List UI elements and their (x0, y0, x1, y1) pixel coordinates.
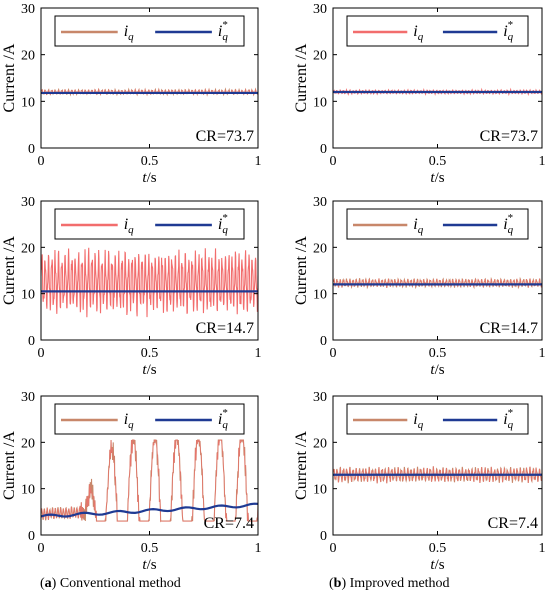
x-tick-label: 0.5 (429, 346, 447, 361)
y-tick-label: 10 (313, 483, 327, 498)
legend: iq iq* (346, 403, 529, 435)
y-tick-label: 20 (21, 49, 35, 64)
chart-a2: 0 10 20 30 0 0.5 1 t/s Current /A CR=14.7 iq iq* (1, 195, 262, 378)
y-tick-label: 20 (313, 436, 327, 451)
legend-label-iq-ref: iq* (503, 407, 513, 431)
chart-b3: 0 10 20 30 0 0.5 1 t/s Current /A CR=7.4 iq iq* (293, 390, 546, 573)
legend-label-iq-ref: iq* (218, 19, 228, 43)
chart-b1: 0 10 20 30 0 0.5 1 t/s Current /A CR=73.7 iq iq* (293, 2, 546, 186)
y-axis-label: Current /A (1, 236, 18, 305)
x-axis-label: t/s (142, 557, 156, 573)
legend-label-iq: iq (413, 23, 423, 43)
y-tick-label: 0 (320, 529, 327, 544)
chart-a1: 0 10 20 30 0 0.5 1 t/s Current /A CR=73.7 iq iq* (1, 2, 262, 186)
x-tick-label: 1 (255, 541, 262, 556)
legend: iq iq* (346, 208, 529, 240)
chart-b2: 0 10 20 30 0 0.5 1 t/s Current /A CR=14.7 iq iq* (293, 195, 546, 378)
y-tick-label: 30 (21, 390, 35, 405)
y-tick-label: 20 (313, 49, 327, 64)
caption-b: (b) Improved method (329, 576, 450, 591)
legend-label-iq: iq (124, 411, 134, 431)
x-tick-label: 1 (255, 346, 262, 361)
chart-a3: 0 10 20 30 0 0.5 1 t/s Current /A CR=7.4 iq iq* (1, 390, 262, 573)
x-tick-label: 0 (330, 541, 337, 556)
cr-annotation: CR=73.7 (196, 128, 254, 145)
y-tick-label: 30 (21, 195, 35, 210)
legend: iq iq* (54, 208, 245, 240)
x-tick-label: 0 (38, 541, 45, 556)
y-tick-label: 0 (320, 142, 327, 157)
x-tick-label: 1 (539, 346, 546, 361)
x-tick-label: 0.5 (141, 541, 159, 556)
y-tick-label: 10 (21, 288, 35, 303)
y-tick-label: 30 (313, 195, 327, 210)
legend: iq iq* (54, 403, 245, 435)
y-tick-label: 10 (313, 95, 327, 110)
caption-a: (a) Conventional method (40, 576, 181, 591)
cr-annotation: CR=7.4 (204, 515, 254, 532)
x-tick-label: 0 (330, 346, 337, 361)
cr-annotation: CR=73.7 (480, 128, 538, 145)
legend-label-iq: iq (124, 216, 134, 236)
legend-label-iq-ref: iq* (218, 407, 228, 431)
x-axis-label: t/s (430, 362, 444, 378)
y-tick-label: 0 (28, 334, 35, 349)
y-tick-label: 20 (21, 241, 35, 256)
legend-label-iq-ref: iq* (218, 212, 228, 236)
x-tick-label: 0 (330, 154, 337, 169)
x-tick-label: 0 (38, 346, 45, 361)
y-axis-label: Current /A (1, 43, 18, 112)
x-axis-label: t/s (142, 170, 156, 186)
series-iq-overlay (333, 466, 542, 484)
y-tick-label: 30 (313, 390, 327, 405)
cr-annotation: CR=14.7 (480, 320, 538, 337)
x-axis-label: t/s (142, 362, 156, 378)
series-iq-trace (41, 247, 258, 318)
x-tick-label: 0.5 (141, 154, 159, 169)
y-tick-label: 0 (28, 142, 35, 157)
x-tick-label: 0.5 (429, 154, 447, 169)
x-tick-label: 0.5 (141, 346, 159, 361)
x-axis-label: t/s (430, 557, 444, 573)
y-axis-label: Current /A (293, 431, 310, 500)
legend-label-iq-ref: iq* (503, 19, 513, 43)
cr-annotation: CR=7.4 (488, 515, 538, 532)
legend-label-iq: iq (124, 23, 134, 43)
y-tick-label: 10 (313, 288, 327, 303)
y-tick-label: 20 (313, 241, 327, 256)
legend: iq iq* (54, 15, 245, 47)
y-tick-label: 30 (313, 2, 327, 17)
legend-label-iq-ref: iq* (503, 212, 513, 236)
cr-annotation: CR=14.7 (196, 320, 254, 337)
y-tick-label: 20 (21, 436, 35, 451)
x-tick-label: 1 (539, 154, 546, 169)
x-tick-label: 1 (255, 154, 262, 169)
y-tick-label: 10 (21, 95, 35, 110)
y-tick-label: 0 (28, 529, 35, 544)
x-tick-label: 0.5 (429, 541, 447, 556)
legend-label-iq: iq (413, 411, 423, 431)
y-tick-label: 10 (21, 483, 35, 498)
y-axis-label: Current /A (293, 43, 310, 112)
series-iq-ref (41, 502, 258, 518)
x-tick-label: 0 (38, 154, 45, 169)
y-tick-label: 30 (21, 2, 35, 17)
y-axis-label: Current /A (293, 236, 310, 305)
x-tick-label: 1 (539, 541, 546, 556)
x-axis-label: t/s (430, 170, 444, 186)
legend-label-iq: iq (413, 216, 423, 236)
y-axis-label: Current /A (1, 431, 18, 500)
legend: iq iq* (346, 15, 529, 47)
y-tick-label: 0 (320, 334, 327, 349)
